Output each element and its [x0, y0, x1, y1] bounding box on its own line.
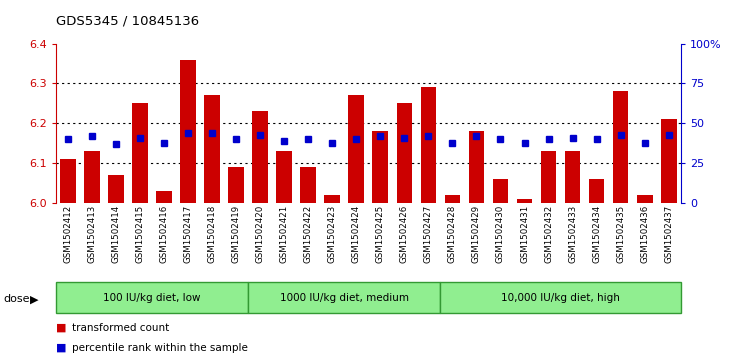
Text: GSM1502436: GSM1502436: [640, 205, 650, 263]
Bar: [637, 195, 652, 203]
Bar: [108, 175, 124, 203]
Bar: [493, 179, 508, 203]
Bar: [348, 95, 364, 203]
Text: percentile rank within the sample: percentile rank within the sample: [72, 343, 248, 353]
FancyBboxPatch shape: [56, 282, 248, 313]
Text: GSM1502435: GSM1502435: [616, 205, 625, 263]
Text: GSM1502426: GSM1502426: [400, 205, 409, 263]
Bar: [541, 151, 557, 203]
Text: GSM1502412: GSM1502412: [63, 205, 72, 263]
Text: 10,000 IU/kg diet, high: 10,000 IU/kg diet, high: [501, 293, 620, 303]
Bar: [156, 191, 172, 203]
Bar: [420, 87, 436, 203]
Text: ■: ■: [56, 323, 66, 333]
Text: 100 IU/kg diet, low: 100 IU/kg diet, low: [103, 293, 201, 303]
Text: GSM1502424: GSM1502424: [352, 205, 361, 263]
Bar: [301, 167, 316, 203]
Text: dose: dose: [4, 294, 31, 305]
Bar: [180, 60, 196, 203]
Bar: [445, 195, 461, 203]
Bar: [397, 103, 412, 203]
Text: GSM1502419: GSM1502419: [231, 205, 240, 263]
FancyBboxPatch shape: [440, 282, 681, 313]
Text: GSM1502413: GSM1502413: [87, 205, 97, 263]
Bar: [276, 151, 292, 203]
Text: GSM1502416: GSM1502416: [159, 205, 168, 263]
Text: GDS5345 / 10845136: GDS5345 / 10845136: [56, 15, 199, 28]
Text: GSM1502414: GSM1502414: [112, 205, 121, 263]
Text: GSM1502428: GSM1502428: [448, 205, 457, 263]
Bar: [60, 159, 76, 203]
Text: GSM1502422: GSM1502422: [304, 205, 312, 263]
Bar: [132, 103, 148, 203]
Text: GSM1502420: GSM1502420: [256, 205, 265, 263]
Text: ■: ■: [56, 343, 66, 353]
Text: GSM1502434: GSM1502434: [592, 205, 601, 263]
Text: GSM1502415: GSM1502415: [135, 205, 144, 263]
Bar: [252, 111, 268, 203]
Text: GSM1502427: GSM1502427: [424, 205, 433, 263]
Bar: [661, 119, 676, 203]
Text: GSM1502417: GSM1502417: [184, 205, 193, 263]
Text: GSM1502430: GSM1502430: [496, 205, 505, 263]
Bar: [469, 131, 484, 203]
Bar: [324, 195, 340, 203]
Bar: [373, 131, 388, 203]
Bar: [613, 91, 629, 203]
Text: transformed count: transformed count: [72, 323, 170, 333]
Text: GSM1502431: GSM1502431: [520, 205, 529, 263]
Text: GSM1502429: GSM1502429: [472, 205, 481, 263]
Bar: [84, 151, 100, 203]
FancyBboxPatch shape: [248, 282, 440, 313]
Bar: [565, 151, 580, 203]
Text: GSM1502433: GSM1502433: [568, 205, 577, 263]
Text: 1000 IU/kg diet, medium: 1000 IU/kg diet, medium: [280, 293, 408, 303]
Text: GSM1502421: GSM1502421: [280, 205, 289, 263]
Bar: [204, 95, 220, 203]
Text: GSM1502425: GSM1502425: [376, 205, 385, 263]
Text: GSM1502432: GSM1502432: [544, 205, 553, 263]
Bar: [589, 179, 604, 203]
Text: ▶: ▶: [30, 294, 38, 305]
Text: GSM1502418: GSM1502418: [208, 205, 217, 263]
Text: GSM1502423: GSM1502423: [327, 205, 337, 263]
Bar: [517, 199, 533, 203]
Bar: [228, 167, 244, 203]
Text: GSM1502437: GSM1502437: [664, 205, 673, 263]
